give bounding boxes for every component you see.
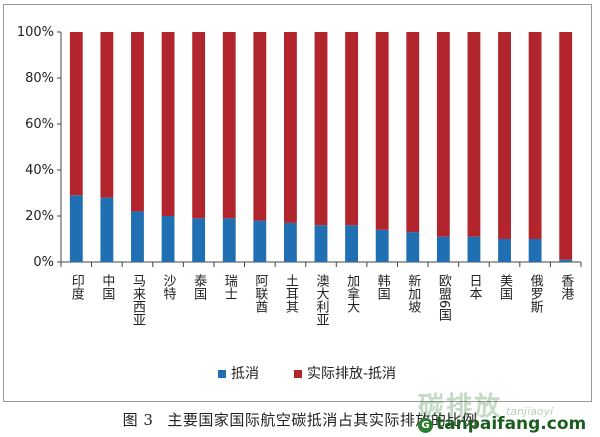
bar-offset [161, 216, 175, 262]
x-category-label: 阿联酋 [252, 274, 268, 313]
x-category-label: 美国 [497, 274, 513, 300]
legend-swatch [294, 370, 302, 378]
y-tick-label: 20% [25, 209, 54, 224]
bar-offset [314, 225, 328, 262]
bar-remaining [406, 32, 420, 233]
bar-remaining [314, 32, 328, 226]
chart-frame: 0% 20% 40% 60% 80% 100% 印度 中国 马来西亚 沙特 泰国 瑞士 阿联酋 土耳其 澳大… [3, 4, 592, 402]
bar-remaining [375, 32, 389, 230]
y-tick-label: 40% [25, 163, 54, 178]
bar-offset [559, 259, 573, 262]
x-category-label: 中国 [99, 274, 114, 300]
stacked-bar-chart: 0% 20% 40% 60% 80% 100% 印度 中国 马来西亚 沙特 泰国 瑞士 阿联酋 土耳其 澳大… [17, 25, 582, 382]
y-tick-label: 100% [17, 25, 54, 40]
x-category-label: 土耳其 [283, 274, 299, 313]
y-tick-label: 80% [25, 71, 54, 86]
bar-remaining [253, 32, 267, 221]
x-category-label: 欧盟6国 [436, 274, 452, 322]
bar-remaining [100, 32, 114, 198]
bar-offset [436, 236, 450, 262]
x-category-label: 澳大利亚 [314, 273, 330, 326]
x-category-label: 沙特 [161, 274, 177, 300]
bar-remaining [467, 32, 481, 237]
x-category-label: 香港 [558, 274, 574, 300]
legend-label: 抵消 [231, 366, 259, 382]
bar-offset [69, 195, 83, 262]
x-category-label: 新加坡 [405, 273, 421, 313]
bar-remaining [498, 32, 511, 239]
bar-remaining [222, 32, 236, 219]
y-tick-label: 60% [25, 117, 54, 132]
bar-remaining [528, 32, 542, 239]
bar-offset [498, 239, 511, 262]
figure-caption: 图 3 主要国家国际航空碳抵消占其实际排放的比例 [0, 409, 600, 430]
y-tick-label: 0% [33, 255, 54, 270]
bar-offset [406, 232, 420, 262]
bar-offset [283, 222, 297, 262]
bar-remaining [345, 32, 359, 226]
x-category-label: 瑞士 [222, 274, 238, 300]
bar-offset [375, 229, 389, 262]
bar-remaining [559, 32, 573, 260]
x-category-label: 泰国 [191, 274, 207, 300]
bar-remaining [192, 32, 206, 219]
bar-offset [528, 239, 542, 262]
bar-remaining [436, 32, 450, 237]
caption-text: 主要国家国际航空碳抵消占其实际排放的比例 [167, 411, 478, 429]
x-category-label: 韩国 [375, 274, 391, 300]
bar-offset [253, 220, 267, 262]
bar-remaining [283, 32, 297, 223]
x-category-label: 俄罗斯 [528, 274, 544, 314]
bar-offset [192, 218, 206, 262]
bar-offset [345, 225, 359, 262]
bar-remaining [131, 32, 144, 212]
bar-offset [467, 236, 481, 262]
legend-label: 实际排放-抵消 [307, 366, 396, 382]
bar-offset [131, 211, 144, 262]
bar-remaining [161, 32, 175, 216]
bar-remaining [69, 32, 83, 196]
x-category-label: 加拿大 [344, 274, 360, 313]
x-category-label: 日本 [466, 274, 482, 300]
x-category-label: 印度 [69, 274, 85, 300]
bar-offset [100, 197, 114, 262]
legend-swatch [218, 370, 226, 378]
bar-offset [222, 218, 236, 262]
x-category-label: 马来西亚 [130, 274, 146, 326]
figure-number: 图 3 [122, 411, 154, 429]
